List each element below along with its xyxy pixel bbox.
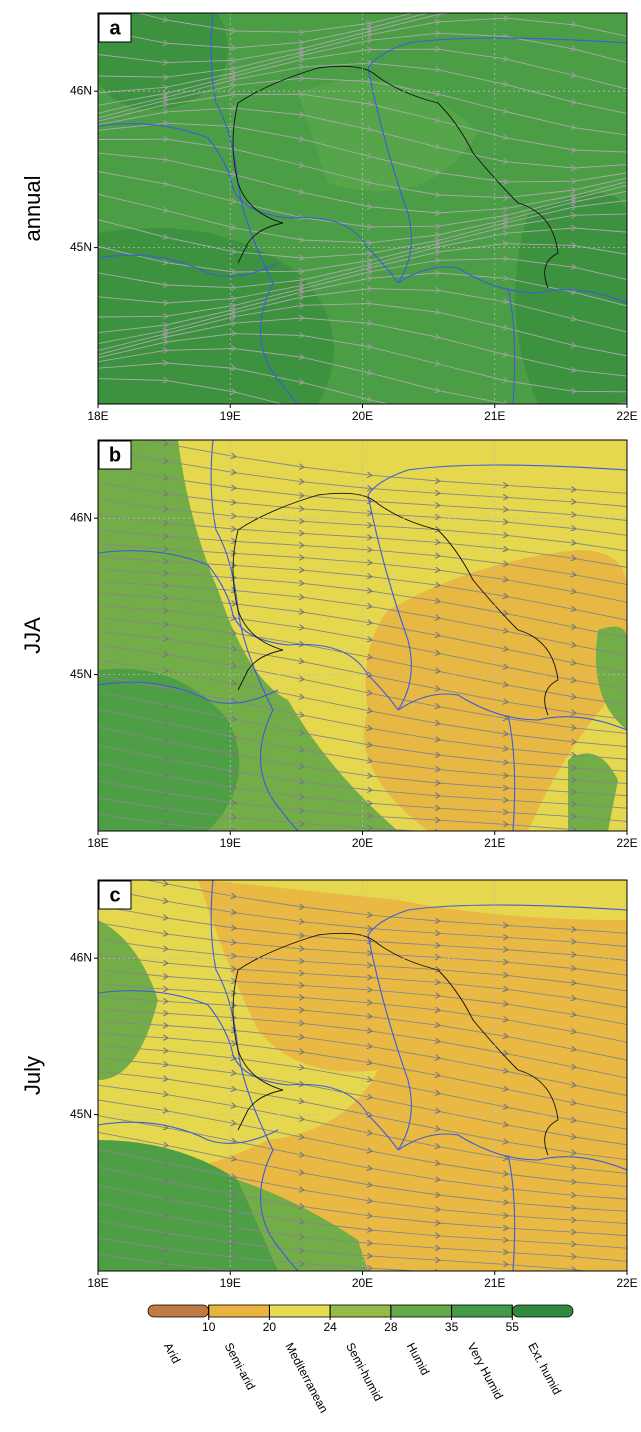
lat-tick-label: 45N	[70, 240, 92, 254]
lon-tick-label: 20E	[352, 836, 373, 850]
colorbar-segment	[512, 1305, 573, 1317]
lon-tick-label: 19E	[220, 836, 241, 850]
lon-tick-label: 18E	[87, 409, 108, 423]
row-label: JJA	[20, 617, 45, 654]
map-layers	[98, 870, 641, 1343]
class-label: Mediterranean	[282, 1340, 331, 1415]
colorbar-segment	[269, 1305, 330, 1317]
colorbar-tick-label: 35	[445, 1320, 459, 1334]
colorbar-tick-label: 28	[384, 1320, 398, 1334]
lon-tick-label: 22E	[616, 1276, 637, 1290]
lon-tick-label: 19E	[220, 1276, 241, 1290]
lat-tick-label: 45N	[70, 667, 92, 681]
colorbar-segment	[148, 1305, 209, 1317]
row-label: annual	[20, 175, 45, 241]
lon-tick-label: 21E	[484, 1276, 505, 1290]
lon-tick-label: 22E	[616, 409, 637, 423]
lon-tick-label: 20E	[352, 409, 373, 423]
lon-tick-label: 18E	[87, 1276, 108, 1290]
map-panel	[98, 870, 641, 1343]
lon-tick-label: 19E	[220, 409, 241, 423]
colorbar-segment	[452, 1305, 513, 1317]
lon-tick-label: 18E	[87, 836, 108, 850]
colorbar-tick-label: 20	[263, 1320, 277, 1334]
class-label: Semi-arid	[222, 1340, 258, 1392]
colorbar-segment	[209, 1305, 270, 1317]
class-label: Semi-humid	[343, 1340, 385, 1403]
lat-tick-label: 46N	[70, 950, 92, 964]
colorbar-segment	[330, 1305, 391, 1317]
map-panel	[98, 0, 641, 437]
figure: 18E 19E 20E 21E 22E 46N 45N a annual 18E 19E 20E 21E…	[0, 0, 641, 1432]
class-label: Humid	[404, 1340, 433, 1377]
panel-letter: a	[109, 17, 121, 39]
colorbar-tick-label: 24	[323, 1320, 337, 1334]
map-layers	[98, 0, 641, 437]
panel-letter: b	[109, 444, 121, 466]
lon-tick-label: 21E	[484, 836, 505, 850]
panel-letter: c	[109, 884, 120, 906]
lon-tick-label: 22E	[616, 836, 637, 850]
lon-tick-label: 21E	[484, 409, 505, 423]
map-layers	[98, 430, 641, 903]
class-label: Very Humid	[464, 1340, 505, 1401]
lat-tick-label: 46N	[70, 83, 92, 97]
lat-tick-label: 45N	[70, 1107, 92, 1121]
lat-tick-label: 46N	[70, 510, 92, 524]
climate-region	[515, 193, 627, 404]
colorbar-tick-label: 55	[506, 1320, 520, 1334]
colorbar-tick-label: 10	[202, 1320, 216, 1334]
lon-tick-label: 20E	[352, 1276, 373, 1290]
colorbar-segment	[391, 1305, 452, 1317]
map-panel	[98, 430, 641, 903]
row-label: July	[20, 1056, 45, 1095]
class-label: Arid	[161, 1340, 183, 1365]
class-label: Ext. humid	[525, 1340, 564, 1397]
